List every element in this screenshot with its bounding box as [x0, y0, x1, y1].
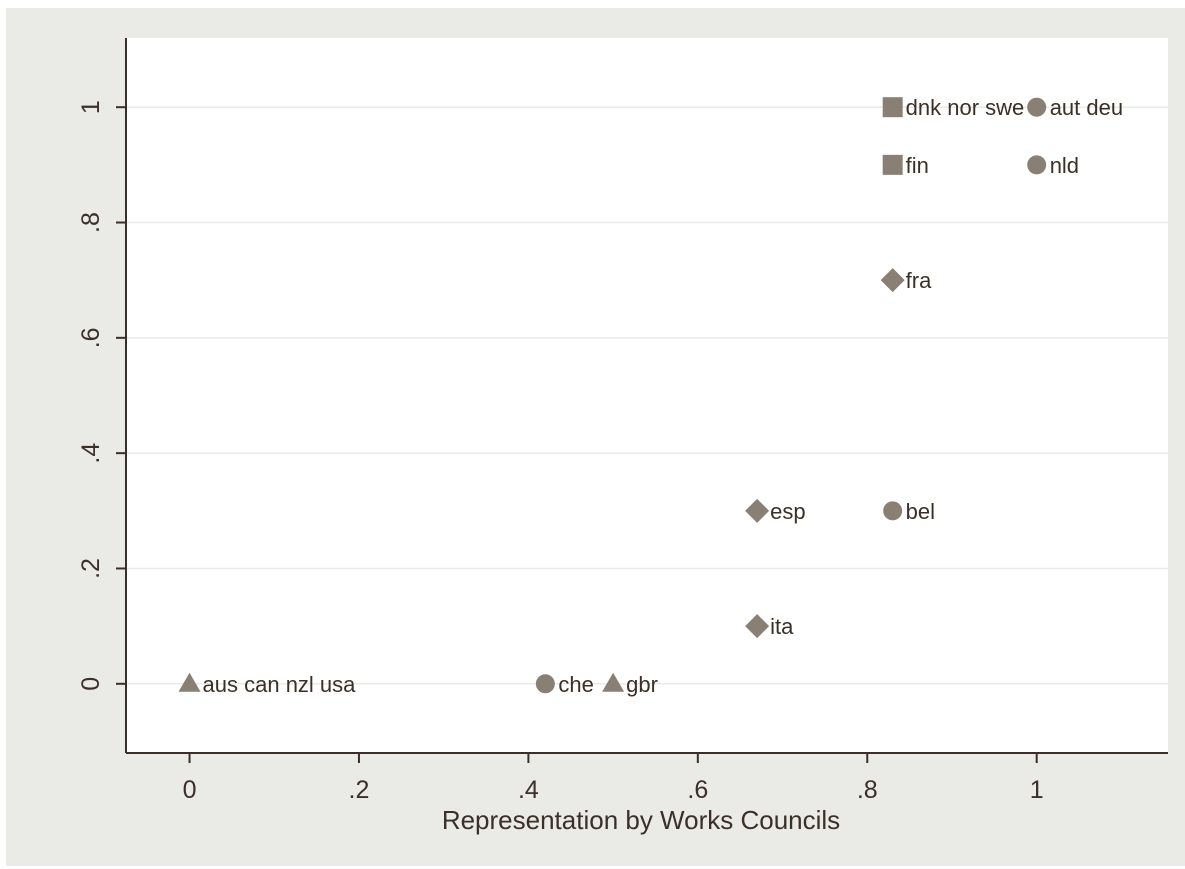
y-tick-label: .6: [77, 327, 105, 348]
point-label: che: [558, 672, 593, 697]
point-label: esp: [770, 499, 805, 524]
x-tick-label: .2: [349, 776, 370, 804]
diamond-marker: [745, 614, 770, 639]
y-tick-label: 1: [77, 100, 105, 114]
diamond-marker: [880, 268, 905, 293]
point-label: aut deu: [1050, 95, 1123, 120]
square-marker: [882, 97, 903, 118]
x-axis-ticks: 0 .2 .4 .6 .8 1: [183, 753, 1044, 804]
circle-marker: [883, 501, 903, 521]
gridlines: [126, 106, 1168, 685]
x-tick-label: 1: [1030, 776, 1044, 804]
square-marker: [882, 154, 903, 175]
point-label: dnk nor swe: [906, 95, 1025, 120]
diamond-marker: [745, 498, 770, 523]
data-points: dnk nor swe aut deu fin nld fra esp bel ita aus …: [178, 95, 1123, 697]
point-label: bel: [906, 499, 935, 524]
triangle-marker: [602, 672, 625, 692]
circle-marker: [1027, 155, 1047, 175]
point-label: ita: [770, 614, 794, 639]
y-axis-ticks: 0 .2 .4 .6 .8 1: [77, 100, 126, 691]
point-label: aus can nzl usa: [203, 672, 357, 697]
plot-area: [126, 38, 1168, 753]
point-label: gbr: [626, 672, 658, 697]
x-tick-label: 0: [183, 776, 197, 804]
chart-frame: 0 .2 .4 .6 .8 1 0 .2 .4 .6 .8 1 dnk nor swe aut deu…: [6, 8, 1185, 866]
y-tick-label: 0: [77, 677, 105, 691]
point-label: fra: [906, 268, 932, 293]
point-label: nld: [1050, 153, 1079, 178]
x-tick-label: .8: [857, 776, 878, 804]
y-tick-label: .2: [77, 558, 105, 579]
scatter-chart: 0 .2 .4 .6 .8 1 0 .2 .4 .6 .8 1 dnk nor swe aut deu…: [77, 38, 1168, 835]
point-label: fin: [906, 153, 929, 178]
x-tick-label: .6: [687, 776, 708, 804]
circle-marker: [1027, 97, 1047, 117]
triangle-marker: [178, 672, 201, 692]
x-axis-title: Representation by Works Councils: [442, 805, 840, 835]
y-tick-label: .4: [77, 443, 105, 464]
circle-marker: [535, 674, 555, 694]
y-tick-label: .8: [77, 212, 105, 233]
x-tick-label: .4: [518, 776, 539, 804]
